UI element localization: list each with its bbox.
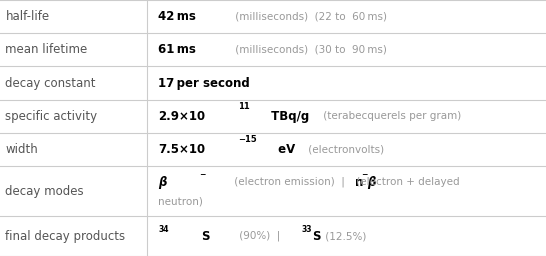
Text: 61 ms: 61 ms (158, 43, 196, 56)
Text: (milliseconds)  (30 to  90 ms): (milliseconds) (30 to 90 ms) (232, 45, 387, 55)
Text: eV: eV (274, 143, 295, 156)
Text: β: β (367, 176, 376, 189)
Text: final decay products: final decay products (5, 230, 126, 242)
Text: −: − (361, 170, 368, 179)
Text: (90%)  |: (90%) | (236, 231, 287, 241)
Text: (electron emission)  |: (electron emission) | (231, 177, 351, 187)
Text: decay constant: decay constant (5, 77, 96, 90)
Text: 17 per second: 17 per second (158, 77, 250, 90)
Text: (electronvolts): (electronvolts) (305, 145, 384, 155)
Text: decay modes: decay modes (5, 185, 84, 198)
Text: (12.5%): (12.5%) (322, 231, 366, 241)
Text: neutron): neutron) (158, 196, 203, 206)
Text: 42 ms: 42 ms (158, 10, 196, 23)
Text: width: width (5, 143, 38, 156)
Text: 2.9×10: 2.9×10 (158, 110, 205, 123)
Text: 11: 11 (238, 102, 250, 111)
Text: half-life: half-life (5, 10, 50, 23)
Text: (milliseconds)  (22 to  60 ms): (milliseconds) (22 to 60 ms) (232, 12, 387, 22)
Text: 34: 34 (158, 225, 169, 234)
Text: specific activity: specific activity (5, 110, 98, 123)
Text: −15: −15 (238, 135, 257, 144)
Text: 7.5×10: 7.5×10 (158, 143, 205, 156)
Text: 33: 33 (302, 225, 312, 234)
Text: mean lifetime: mean lifetime (5, 43, 88, 56)
Text: n: n (355, 176, 363, 189)
Text: (terabecquerels per gram): (terabecquerels per gram) (321, 111, 461, 121)
Text: (electron + delayed: (electron + delayed (353, 177, 460, 187)
Text: −: − (199, 170, 206, 179)
Text: S: S (313, 230, 321, 242)
Text: β: β (158, 176, 167, 189)
Text: TBq/g: TBq/g (267, 110, 310, 123)
Text: S: S (201, 230, 210, 242)
